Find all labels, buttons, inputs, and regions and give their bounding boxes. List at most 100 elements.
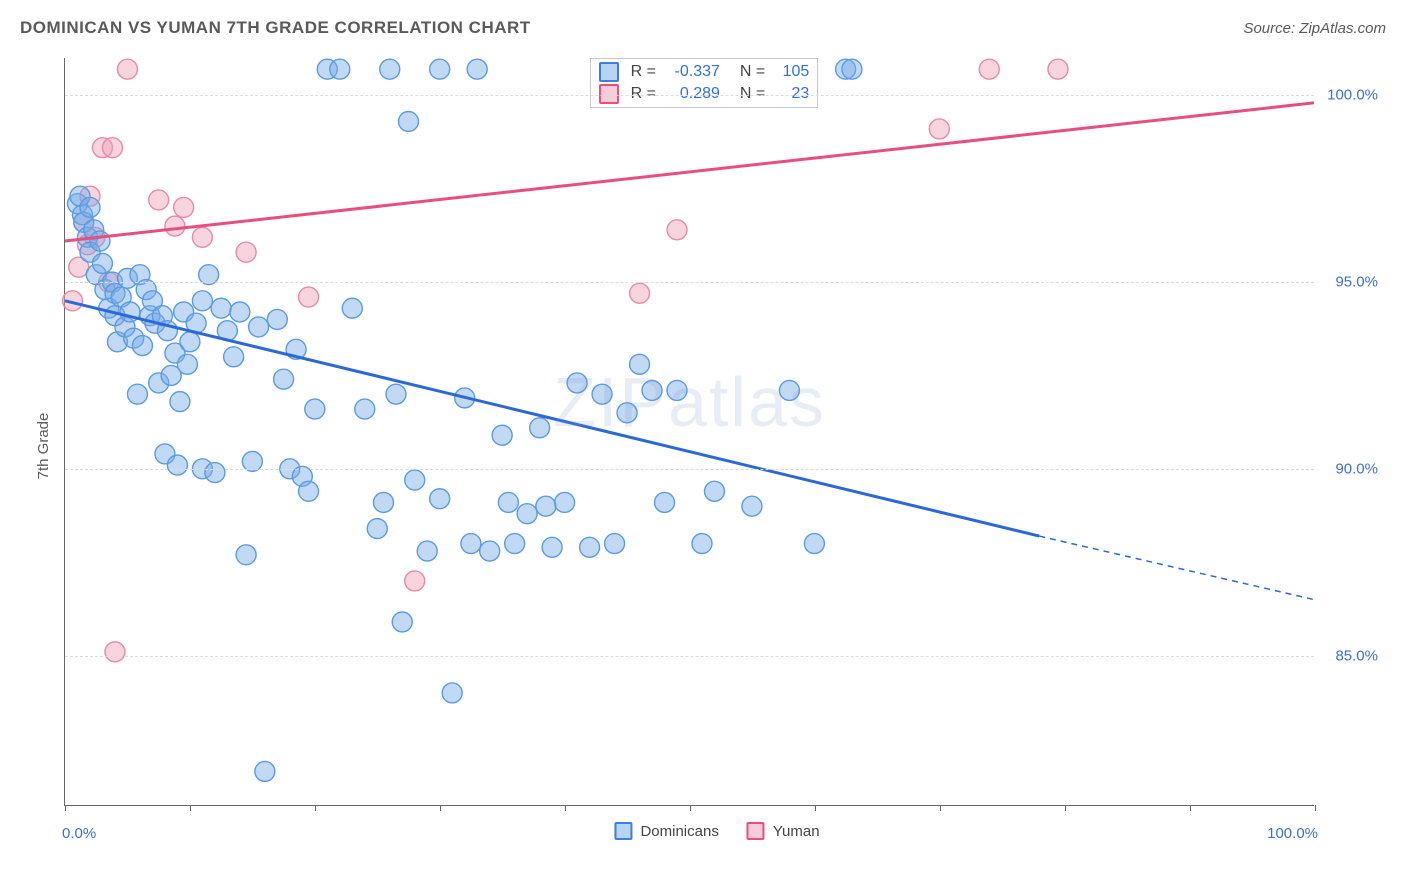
scatter-point — [236, 242, 256, 262]
stats-r-label: R = — [631, 85, 656, 103]
scatter-point — [430, 59, 450, 79]
scatter-point — [842, 59, 862, 79]
scatter-point — [274, 369, 294, 389]
scatter-point — [380, 59, 400, 79]
scatter-point — [655, 492, 675, 512]
scatter-point — [580, 537, 600, 557]
legend-swatch — [614, 822, 632, 840]
x-tick — [315, 805, 316, 811]
y-tick-label: 85.0% — [1335, 648, 1378, 665]
y-tick-label: 95.0% — [1335, 274, 1378, 291]
scatter-point — [392, 612, 412, 632]
scatter-point — [405, 571, 425, 591]
gridline — [65, 656, 1314, 657]
scatter-point — [442, 683, 462, 703]
gridline — [65, 95, 1314, 96]
stats-row: R = 0.289 N = 23 — [599, 83, 810, 105]
scatter-point — [498, 492, 518, 512]
scatter-point — [170, 392, 190, 412]
scatter-point — [90, 231, 110, 251]
scatter-point — [492, 425, 512, 445]
scatter-point — [236, 545, 256, 565]
scatter-point — [461, 534, 481, 554]
bottom-legend: Dominicans Yuman — [614, 822, 819, 840]
stats-r-value: 0.289 — [662, 85, 720, 103]
source-label: Source: ZipAtlas.com — [1243, 20, 1386, 37]
scatter-point — [567, 373, 587, 393]
scatter-point — [417, 541, 437, 561]
scatter-point — [80, 197, 100, 217]
scatter-point — [330, 59, 350, 79]
stats-n-label: N = — [740, 63, 765, 81]
trend-line-yuman — [65, 103, 1314, 241]
scatter-point — [779, 380, 799, 400]
scatter-point — [642, 380, 662, 400]
stats-n-value: 23 — [771, 85, 809, 103]
x-tick — [1190, 805, 1191, 811]
scatter-point — [105, 642, 125, 662]
scatter-point — [386, 384, 406, 404]
legend-item: Dominicans — [614, 822, 718, 840]
scatter-point — [929, 119, 949, 139]
scatter-point — [192, 291, 212, 311]
x-axis-min-label: 0.0% — [62, 825, 96, 842]
scatter-point — [804, 534, 824, 554]
trend-line-dominicans-dashed — [1039, 536, 1314, 599]
scatter-point — [1048, 59, 1068, 79]
scatter-point — [667, 220, 687, 240]
scatter-point — [480, 541, 500, 561]
scatter-point — [165, 216, 185, 236]
x-tick — [65, 805, 66, 811]
scatter-point — [367, 519, 387, 539]
scatter-point — [398, 112, 418, 132]
x-tick — [440, 805, 441, 811]
y-tick-label: 90.0% — [1335, 461, 1378, 478]
stats-swatch — [599, 84, 619, 104]
scatter-point — [667, 380, 687, 400]
y-tick-label: 100.0% — [1327, 87, 1378, 104]
legend-label: Dominicans — [640, 823, 718, 840]
scatter-point — [742, 496, 762, 516]
x-tick — [940, 805, 941, 811]
x-tick — [190, 805, 191, 811]
scatter-point — [467, 59, 487, 79]
scatter-point — [605, 534, 625, 554]
scatter-point — [630, 354, 650, 374]
scatter-point — [505, 534, 525, 554]
scatter-point — [255, 761, 275, 781]
stats-row: R =-0.337N =105 — [599, 61, 810, 83]
gridline — [65, 282, 1314, 283]
legend-swatch — [747, 822, 765, 840]
scatter-point — [374, 492, 394, 512]
scatter-point — [704, 481, 724, 501]
scatter-point — [617, 403, 637, 423]
stats-n-label: N = — [740, 85, 765, 103]
scatter-point — [224, 347, 244, 367]
scatter-point — [342, 298, 362, 318]
scatter-point — [692, 534, 712, 554]
x-tick — [565, 805, 566, 811]
legend-item: Yuman — [747, 822, 820, 840]
scatter-point — [192, 227, 212, 247]
x-tick — [815, 805, 816, 811]
gridline — [65, 469, 1314, 470]
scatter-point — [117, 59, 137, 79]
scatter-point — [355, 399, 375, 419]
chart-area: ZIPatlas R =-0.337N =105R =0.289N =23 85… — [48, 58, 1386, 852]
legend-label: Yuman — [773, 823, 820, 840]
stats-r-label: R = — [631, 63, 656, 81]
scatter-point — [177, 354, 197, 374]
plot-area: ZIPatlas R =-0.337N =105R =0.289N =23 85… — [64, 58, 1314, 806]
scatter-point — [102, 138, 122, 158]
scatter-point — [299, 287, 319, 307]
scatter-point — [249, 317, 269, 337]
scatter-point — [299, 481, 319, 501]
scatter-point — [405, 470, 425, 490]
scatter-point — [242, 451, 262, 471]
stats-legend-box: R =-0.337N =105R =0.289N =23 — [590, 58, 819, 108]
scatter-point — [132, 336, 152, 356]
scatter-point — [127, 384, 147, 404]
scatter-point — [230, 302, 250, 322]
scatter-point — [267, 309, 287, 329]
scatter-point — [211, 298, 231, 318]
